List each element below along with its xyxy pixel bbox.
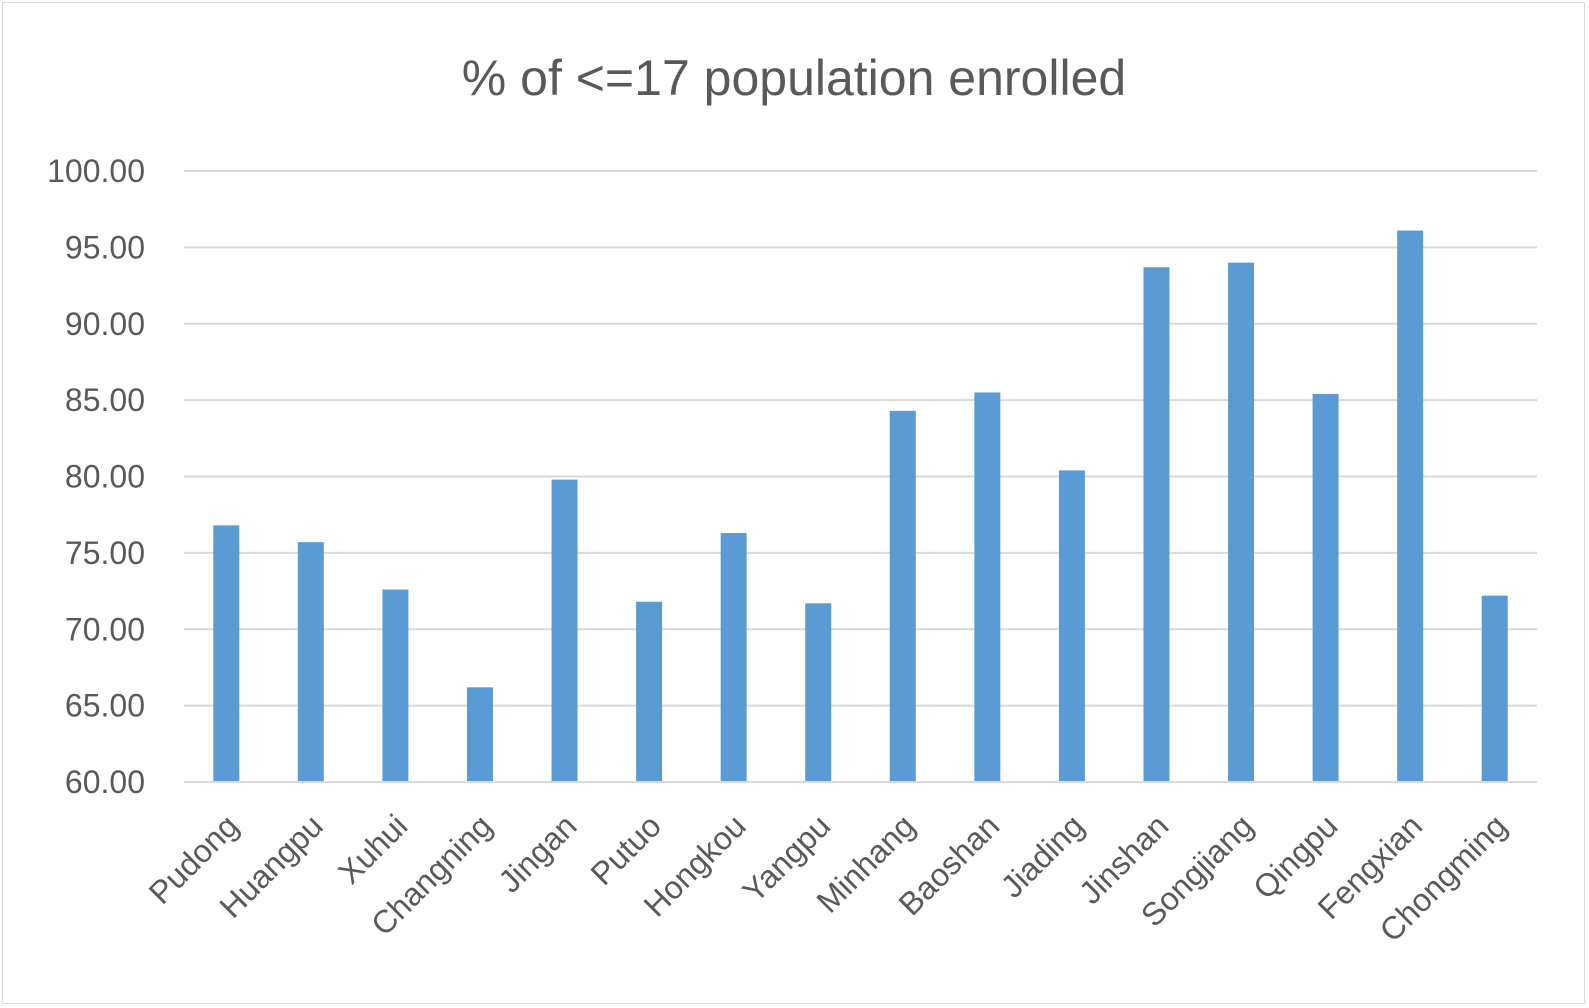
bar-jiading bbox=[1058, 470, 1085, 782]
bar-qingpu bbox=[1312, 394, 1339, 782]
x-category-label: Jingan bbox=[491, 807, 583, 899]
y-tick-label: 95.00 bbox=[65, 229, 145, 265]
bar-minhang bbox=[889, 410, 916, 782]
bars bbox=[213, 230, 1508, 782]
y-tick-label: 90.00 bbox=[65, 306, 145, 342]
bar-hongkou bbox=[720, 533, 747, 782]
bar-putuo bbox=[636, 601, 663, 782]
bar-baoshan bbox=[974, 392, 1001, 782]
chart-title: % of <=17 population enrolled bbox=[462, 50, 1126, 106]
bar-jingan bbox=[551, 479, 578, 782]
y-tick-label: 85.00 bbox=[65, 382, 145, 418]
bar-huangpu bbox=[297, 542, 324, 782]
bar-xuhui bbox=[382, 589, 409, 782]
gridlines bbox=[184, 170, 1537, 707]
y-axis-tick-labels: 60.00 65.00 70.00 75.00 80.00 85.00 90.00 95.00… bbox=[47, 153, 145, 800]
y-tick-label: 100.00 bbox=[47, 153, 145, 189]
bar-fengxian bbox=[1397, 230, 1424, 782]
y-tick-label: 65.00 bbox=[65, 688, 145, 724]
y-tick-label: 70.00 bbox=[65, 611, 145, 647]
bar-changning bbox=[466, 687, 493, 782]
y-tick-label: 80.00 bbox=[65, 459, 145, 495]
bar-chongming bbox=[1481, 595, 1508, 782]
bar-yangpu bbox=[805, 603, 832, 782]
bar-jinshan bbox=[1143, 267, 1170, 782]
bar-pudong bbox=[213, 525, 240, 782]
y-tick-label: 60.00 bbox=[65, 764, 145, 800]
y-tick-label: 75.00 bbox=[65, 535, 145, 571]
bar-songjiang bbox=[1228, 262, 1255, 782]
